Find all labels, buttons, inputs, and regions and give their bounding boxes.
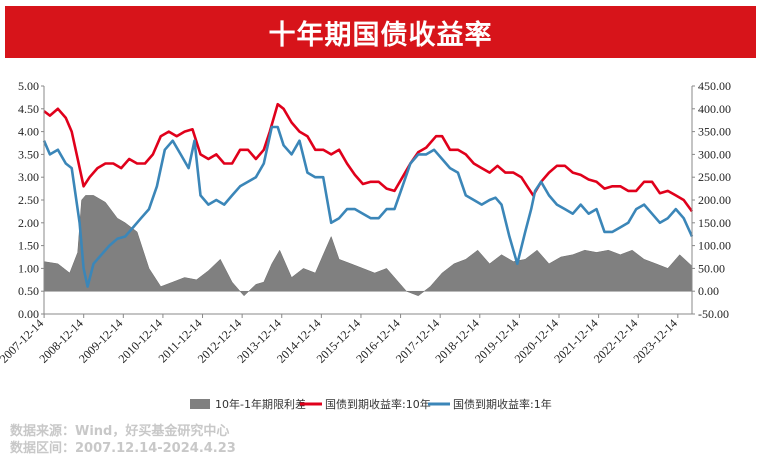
left-tick-label: 1.50 <box>18 239 39 253</box>
left-tick-label: 2.00 <box>18 216 39 230</box>
right-tick-label: -50.00 <box>698 307 729 321</box>
left-tick-label: 0.00 <box>18 307 39 321</box>
legend-ten-year: 国债到期收益率:10年 <box>300 397 431 411</box>
title-banner: 十年期国债收益率 <box>5 6 756 58</box>
spread-area <box>43 195 693 297</box>
right-tick-label: 0.00 <box>698 284 719 298</box>
left-tick-label: 4.00 <box>18 125 39 139</box>
ten-year-yield-line <box>43 102 694 213</box>
legend-swatch <box>190 399 210 409</box>
legend-one-year: 国债到期收益率:1年 <box>428 397 552 411</box>
right-tick-label: 100.00 <box>698 239 731 253</box>
x-axis: 2007-12-142008-12-142009-12-142010-12-14… <box>0 313 692 366</box>
left-y-axis: 0.00 0.50 1.00 1.50 2.00 2.50 3.00 3.50 4.00 4.50… <box>18 79 45 321</box>
left-tick-label: 0.50 <box>18 284 39 298</box>
legend-label: 10年-1年期限利差 <box>215 397 306 411</box>
left-tick-label: 3.00 <box>18 170 39 184</box>
legend-label: 国债到期收益率:10年 <box>325 397 431 411</box>
data-source-note: 数据来源：Wind，好买基金研究中心 <box>10 424 230 439</box>
legend: 10年-1年期限利差 国债到期收益率:10年 国债到期收益率:1年 <box>190 397 552 411</box>
right-tick-label: 300.00 <box>698 147 731 161</box>
right-tick-label: 350.00 <box>698 125 731 139</box>
chart-title: 十年期国债收益率 <box>268 19 493 51</box>
left-tick-label: 5.00 <box>18 79 39 93</box>
right-tick-label: 150.00 <box>698 216 731 230</box>
left-tick-label: 4.50 <box>18 102 39 116</box>
left-tick-label: 2.50 <box>18 193 39 207</box>
left-tick-label: 1.00 <box>18 261 39 275</box>
right-tick-label: 200.00 <box>698 193 731 207</box>
legend-spread: 10年-1年期限利差 <box>190 397 306 411</box>
right-tick-label: 450.00 <box>698 79 731 93</box>
one-year-yield-line <box>42 125 694 288</box>
legend-label: 国债到期收益率:1年 <box>453 397 552 411</box>
right-y-axis: -50.00 0.00 50.00 100.00 150.00 200.00 250.00 3… <box>691 79 731 321</box>
left-tick-label: 3.50 <box>18 147 39 161</box>
plot-area <box>42 102 694 297</box>
data-range-note: 数据区间：2007.12.14-2024.4.23 <box>10 441 236 456</box>
right-tick-label: 50.00 <box>698 261 725 275</box>
right-tick-label: 250.00 <box>698 170 731 184</box>
right-tick-label: 400.00 <box>698 102 731 116</box>
